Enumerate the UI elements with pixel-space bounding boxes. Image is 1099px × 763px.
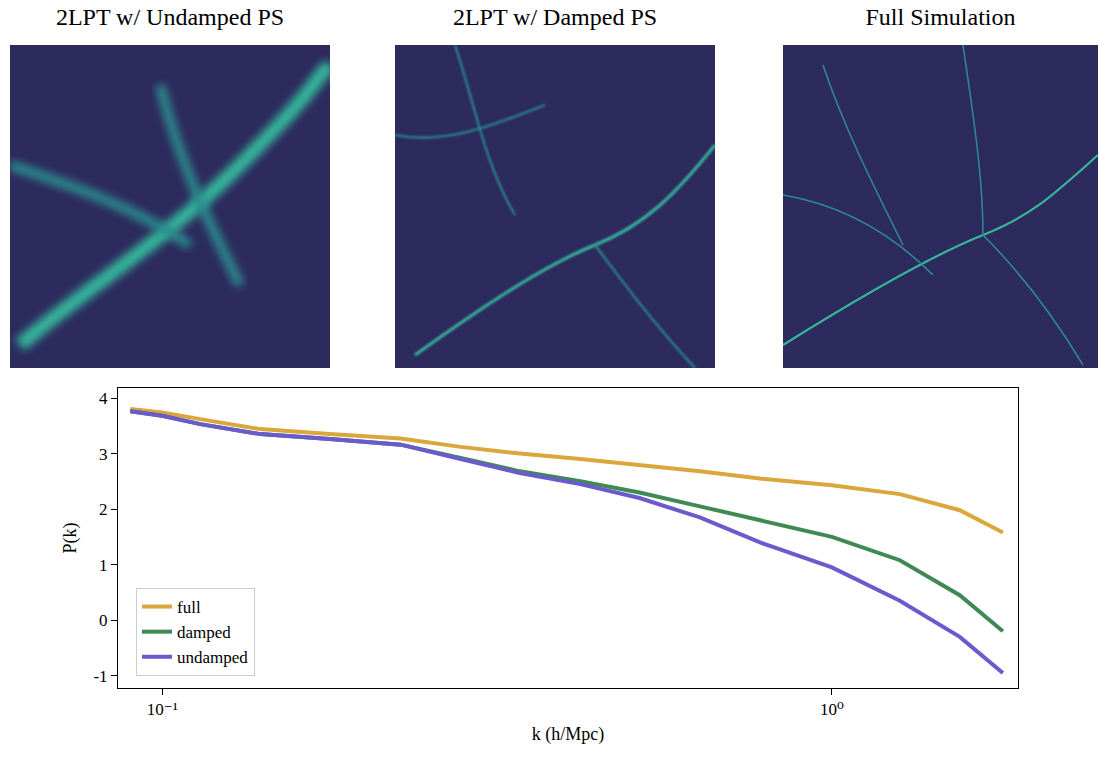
svg-text:3: 3 bbox=[99, 445, 108, 464]
svg-text:0: 0 bbox=[99, 611, 108, 630]
svg-text:undamped: undamped bbox=[177, 648, 248, 667]
html-text:Full Simulation: Full Simulation bbox=[865, 4, 1016, 30]
svg-text:full: full bbox=[177, 598, 201, 617]
html-text:2LPT w/ Undamped PS: 2LPT w/ Undamped PS bbox=[55, 4, 285, 30]
svg-text:10⁻¹: 10⁻¹ bbox=[147, 700, 178, 719]
svg-text:-1: -1 bbox=[93, 667, 107, 686]
svg-text:1: 1 bbox=[99, 556, 108, 575]
svg-text:2: 2 bbox=[99, 500, 108, 519]
svg-text:10⁰: 10⁰ bbox=[820, 700, 844, 719]
svg-text:P(k): P(k) bbox=[60, 522, 81, 553]
svg-text:k (h/Mpc): k (h/Mpc) bbox=[532, 724, 604, 745]
svg-text:damped: damped bbox=[177, 623, 231, 642]
html-text:2LPT w/ Damped PS: 2LPT w/ Damped PS bbox=[452, 4, 658, 30]
svg-text:4: 4 bbox=[99, 389, 108, 408]
